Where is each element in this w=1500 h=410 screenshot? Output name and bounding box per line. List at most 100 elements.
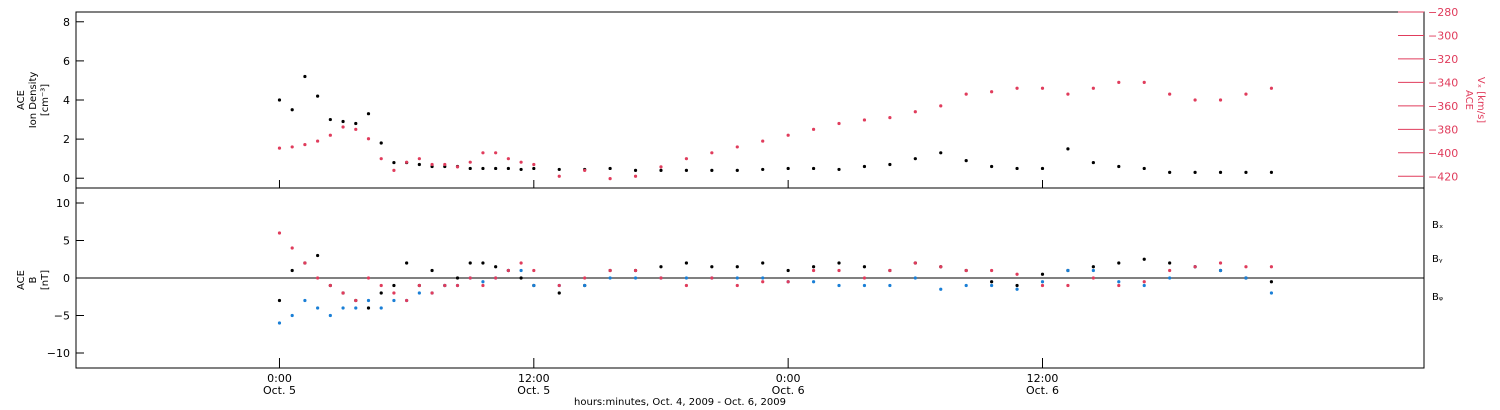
data-point (633, 168, 638, 172)
data-point (290, 108, 294, 112)
data-point (316, 94, 320, 98)
vx-tick-label: −280 (1428, 6, 1458, 19)
data-point (328, 117, 332, 122)
data-point (405, 160, 409, 164)
data-point (837, 268, 841, 273)
x-tick-date: Oct. 6 (772, 384, 805, 397)
data-point (608, 166, 612, 171)
data-point (862, 164, 867, 169)
data-point (964, 92, 968, 96)
data-point (862, 265, 867, 269)
data-point (532, 268, 536, 273)
x-tick-time: 0:00 (267, 372, 292, 385)
data-point (506, 157, 510, 161)
data-point (366, 276, 371, 280)
data-point (316, 139, 320, 143)
data-point (290, 268, 294, 273)
density-tick-label: 4 (63, 94, 70, 107)
data-point (964, 159, 968, 163)
vx-axis-title-1: ACE (1463, 90, 1474, 110)
data-point (888, 116, 892, 120)
data-point (1066, 268, 1070, 273)
data-point (1269, 280, 1273, 284)
ion-density-axis: 0 2 4 6 8 (63, 16, 84, 185)
data-point (341, 119, 345, 124)
data-point (939, 104, 943, 108)
x-tick-time: 12:00 (1027, 372, 1059, 385)
data-point (888, 268, 892, 273)
b-tick-label: −10 (47, 347, 70, 360)
b-tick-label: 10 (56, 197, 70, 210)
data-point (1015, 287, 1019, 291)
data-point (290, 246, 294, 250)
data-point (1117, 261, 1121, 265)
data-point (557, 283, 561, 288)
data-point (990, 280, 994, 284)
data-point (277, 321, 282, 325)
legend-bx: Bₓ (1432, 220, 1443, 231)
b-tick-label: 0 (63, 272, 70, 285)
data-point (710, 265, 714, 269)
data-point (494, 151, 498, 155)
data-point (1040, 86, 1045, 90)
vx-axis: −420 −400 −380 −360 −340 −320 −300 −280 (1398, 6, 1458, 183)
data-point (811, 265, 816, 269)
data-point (354, 127, 358, 131)
plasma-panel: 0 2 4 6 8 −420 −400 −380 −360 −340 −320 −300 −280 A… (16, 6, 1486, 189)
data-point (583, 276, 587, 280)
legend-bz: Bᵩ (1432, 292, 1443, 303)
data-point (366, 137, 371, 141)
data-point (1269, 265, 1273, 269)
data-point (430, 268, 434, 273)
ion-density-axis-title-1: ACE (16, 90, 27, 110)
b-tick-label: −5 (54, 310, 70, 323)
data-point (354, 298, 358, 303)
data-point (811, 166, 816, 171)
data-point (417, 162, 421, 167)
data-point (990, 283, 994, 288)
data-point (1142, 283, 1146, 288)
data-point (1091, 268, 1095, 273)
data-point (1193, 170, 1197, 174)
time-axis-title: hours:minutes, Oct. 4, 2009 - Oct. 6, 20… (574, 397, 786, 408)
data-point (811, 127, 816, 131)
data-point (1269, 291, 1273, 295)
x-tick-time: 12:00 (518, 372, 550, 385)
data-point (455, 165, 460, 169)
data-point (481, 166, 485, 171)
vx-tick-label: −320 (1428, 53, 1458, 66)
data-point (1244, 265, 1248, 269)
data-point (1117, 283, 1121, 288)
data-point (990, 268, 994, 273)
data-point (964, 268, 968, 273)
data-point (354, 121, 358, 126)
data-point (557, 291, 561, 295)
data-point (379, 283, 383, 288)
data-point (633, 174, 638, 178)
data-point (1218, 261, 1223, 265)
data-point (1040, 283, 1045, 288)
data-point (735, 283, 739, 288)
data-point (379, 157, 383, 161)
x-tick-date: Oct. 6 (1026, 384, 1059, 397)
data-point (1168, 276, 1172, 280)
x-tick-date: Oct. 5 (517, 384, 550, 397)
data-point (1066, 283, 1070, 288)
data-point (964, 283, 968, 288)
data-point (608, 276, 612, 280)
data-point (1193, 265, 1197, 269)
data-point (468, 160, 472, 164)
data-point (990, 90, 994, 94)
density-tick-label: 2 (63, 133, 70, 146)
data-point (735, 145, 739, 149)
data-point (455, 276, 460, 280)
data-point (990, 164, 994, 169)
data-point (1168, 92, 1172, 96)
data-point (811, 280, 816, 284)
data-point (303, 142, 307, 147)
density-tick-label: 0 (63, 172, 70, 185)
data-point (392, 168, 396, 172)
data-point (684, 157, 689, 161)
magnetic-field-data-marks (277, 231, 1273, 325)
